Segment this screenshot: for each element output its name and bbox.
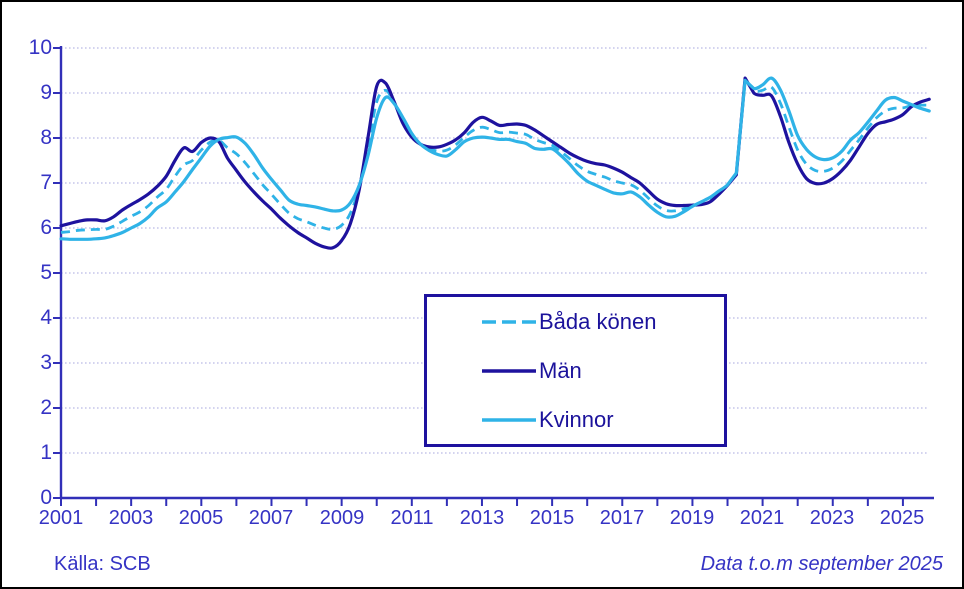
y-axis-label: 8 <box>40 126 52 149</box>
legend-solid-line-icon <box>482 417 536 422</box>
y-axis-label: 6 <box>40 216 52 239</box>
legend-label: Kvinnor <box>539 406 614 432</box>
legend-solid-line-icon <box>482 368 536 373</box>
x-axis-label: 2011 <box>390 507 434 529</box>
x-axis-label: 2005 <box>178 507 224 529</box>
x-axis-label: 2019 <box>669 507 715 529</box>
y-axis-label: 0 <box>40 486 52 509</box>
x-axis-label: 2009 <box>319 507 365 529</box>
y-axis-label: 9 <box>40 81 52 104</box>
y-axis-label: 2 <box>40 396 52 419</box>
x-axis-label: 2023 <box>809 507 855 529</box>
series-bada-konen-line <box>60 78 930 234</box>
y-axis-label: 1 <box>40 441 52 464</box>
legend-item-kvinnor: Kvinnor <box>427 395 724 444</box>
y-axis-label: 5 <box>40 261 52 284</box>
y-axis-label: 3 <box>40 351 52 374</box>
y-axis-label: 10 <box>28 36 52 59</box>
legend-item-bada-konen: Båda könen <box>427 297 724 346</box>
axis-ticks <box>53 47 904 506</box>
x-axis-label: 2003 <box>108 507 154 529</box>
y-axis-label: 7 <box>40 171 52 194</box>
data-coverage-note: Data t.o.m september 2025 <box>700 553 943 575</box>
legend-item-man: Män <box>427 346 724 395</box>
legend: Båda könen Män Kvinnor <box>424 294 727 447</box>
legend-dashed-line-icon <box>482 319 536 324</box>
source-note: Källa: SCB <box>54 553 151 575</box>
x-axis-label: 2001 <box>38 507 84 529</box>
x-axis-label: 2015 <box>529 507 575 529</box>
x-axis-label: 2017 <box>599 507 645 529</box>
x-axis-label: 2025 <box>879 507 925 529</box>
series-kvinnor-line <box>59 76 931 241</box>
x-axis-label: 2013 <box>459 507 505 529</box>
y-axis-label: 4 <box>40 306 52 329</box>
series-man-line <box>59 76 931 250</box>
legend-label: Män <box>539 357 582 383</box>
x-axis-label: 2021 <box>739 507 785 529</box>
legend-label: Båda könen <box>539 308 657 334</box>
x-axis-label: 2007 <box>248 507 294 529</box>
